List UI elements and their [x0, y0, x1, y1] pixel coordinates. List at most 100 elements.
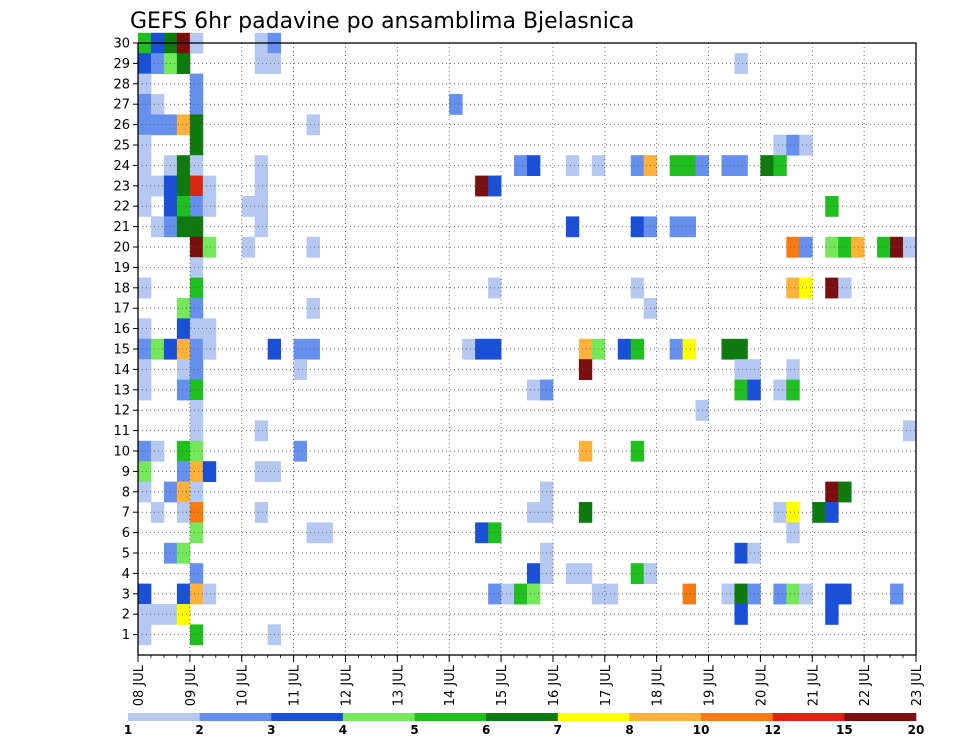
heatmap-cell: [189, 461, 204, 482]
heatmap-cell: [189, 277, 204, 299]
heatmap-cell: [838, 481, 852, 503]
y-tick-label: 25: [113, 139, 130, 154]
heatmap-cell: [786, 379, 800, 401]
heatmap-cell: [189, 155, 204, 176]
heatmap-cell: [189, 114, 204, 136]
heatmap-cell: [825, 277, 839, 299]
heatmap-cell: [630, 216, 645, 238]
heatmap-cell: [189, 257, 204, 278]
x-tick-label: 18 JUL: [651, 664, 666, 706]
heatmap-cells: [138, 32, 917, 646]
y-tick-label: 17: [113, 302, 130, 317]
heatmap-cell: [138, 196, 152, 217]
y-tick-label: 26: [113, 118, 130, 133]
chart-title: GEFS 6hr padavine po ansamblima Bjelasni…: [130, 9, 634, 34]
heatmap-cell: [189, 420, 204, 442]
heatmap-cell: [254, 461, 269, 482]
heatmap-cell: [527, 502, 541, 523]
y-tick-label: 7: [122, 506, 130, 521]
color-legend: 1 2 3 4 5 6 7 8 10 12 15 20: [124, 713, 925, 737]
legend-swatch: [557, 713, 630, 721]
heatmap-cell: [189, 502, 204, 523]
heatmap-cell: [176, 114, 191, 136]
heatmap-cell: [306, 236, 320, 258]
y-tick-label: 8: [122, 485, 130, 500]
heatmap-cell: [176, 542, 191, 564]
y-tick-label: 1: [122, 628, 130, 643]
y-tick-label: 19: [113, 261, 130, 276]
heatmap-cell: [150, 338, 165, 360]
y-tick-label: 30: [113, 37, 130, 52]
heatmap-cell: [254, 53, 269, 74]
heatmap-cell: [786, 583, 800, 605]
heatmap-cell: [176, 155, 191, 176]
heatmap-cell: [150, 114, 165, 136]
heatmap-cell: [734, 53, 748, 74]
heatmap-cell: [449, 94, 463, 115]
y-axis: 1234567891011121314151617181920212223242…: [113, 37, 138, 643]
heatmap-cell: [734, 604, 748, 625]
heatmap-cell: [578, 359, 593, 380]
heatmap-cell: [254, 216, 269, 238]
heatmap-cell: [682, 583, 696, 605]
heatmap-cell: [150, 175, 165, 197]
heatmap-cell: [773, 134, 787, 156]
heatmap-cell: [138, 277, 152, 299]
heatmap-cell: [514, 155, 528, 176]
heatmap-cell: [189, 73, 204, 95]
heatmap-cell: [150, 440, 165, 462]
legend-label: 7: [554, 723, 562, 737]
x-tick-label: 17 JUL: [599, 664, 614, 706]
heatmap-cell: [138, 440, 152, 462]
legend-label: 2: [195, 723, 203, 737]
x-tick-label: 12 JUL: [340, 664, 355, 706]
y-tick-label: 6: [122, 526, 130, 541]
heatmap-cell: [138, 379, 152, 401]
heatmap-cell: [462, 338, 476, 360]
x-tick-label: 13 JUL: [391, 664, 406, 706]
heatmap-cell: [799, 236, 813, 258]
heatmap-cell: [150, 216, 165, 238]
legend-label: 20: [908, 723, 925, 737]
y-tick-label: 11: [113, 424, 130, 439]
x-tick-label: 20 JUL: [754, 664, 769, 706]
heatmap-cell: [176, 379, 191, 401]
y-tick-label: 3: [122, 587, 130, 602]
heatmap-cell: [202, 338, 217, 360]
heatmap-cell: [189, 134, 204, 156]
heatmap-cell: [138, 461, 152, 482]
y-tick-label: 16: [113, 322, 130, 337]
heatmap-cell: [176, 583, 191, 605]
y-tick-label: 28: [113, 77, 130, 92]
y-tick-label: 15: [113, 343, 130, 358]
heatmap-cell: [189, 400, 204, 421]
heatmap-cell: [669, 216, 683, 238]
heatmap-cell: [617, 338, 632, 360]
heatmap-cell: [138, 73, 152, 95]
heatmap-cell: [630, 277, 645, 299]
y-tick-label: 18: [113, 281, 130, 296]
heatmap-cell: [138, 94, 152, 115]
heatmap-cell: [578, 440, 593, 462]
heatmap-cell: [138, 318, 152, 340]
heatmap-cell: [189, 379, 204, 401]
heatmap-cell: [202, 461, 217, 482]
heatmap-cell: [565, 563, 580, 584]
heatmap-cell: [527, 155, 541, 176]
heatmap-cell: [202, 175, 217, 197]
legend-swatch: [844, 713, 917, 721]
heatmap-cell: [189, 236, 204, 258]
y-tick-label: 20: [113, 241, 130, 256]
heatmap-cell: [176, 461, 191, 482]
x-tick-label: 09 JUL: [184, 664, 199, 706]
heatmap-cell: [527, 379, 541, 401]
heatmap-cell: [851, 236, 865, 258]
heatmap-cell: [475, 338, 489, 360]
heatmap-cell: [241, 196, 256, 217]
x-tick-label: 11 JUL: [288, 664, 303, 706]
heatmap-cell: [254, 196, 269, 217]
heatmap-cell: [838, 236, 852, 258]
heatmap-cell: [306, 298, 320, 319]
heatmap-cell: [150, 53, 165, 74]
